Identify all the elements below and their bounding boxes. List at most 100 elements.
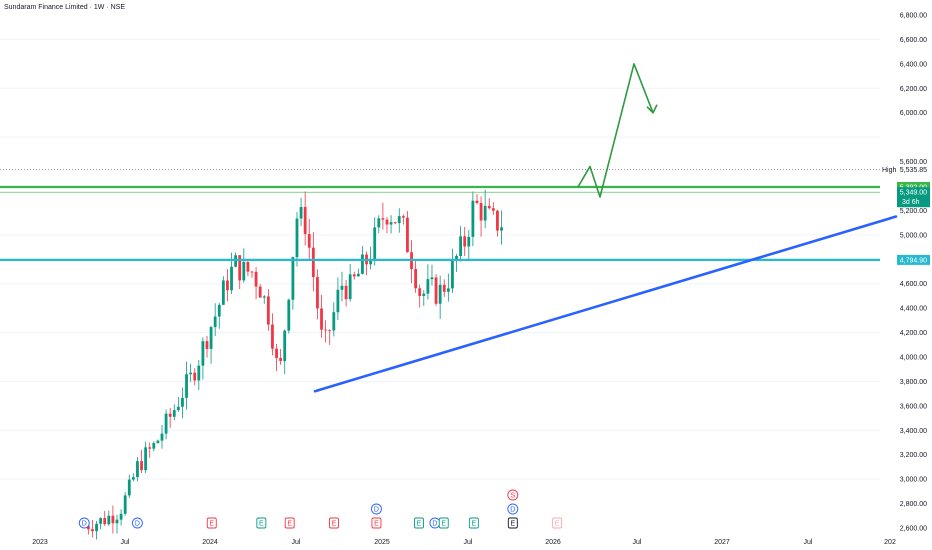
candle-body xyxy=(156,440,160,444)
chart-grid xyxy=(0,38,880,480)
candle-body xyxy=(496,210,499,231)
candle-body xyxy=(426,279,430,294)
earnings_neg-event-marker: E xyxy=(284,517,295,529)
earnings_neg-marker-label: E xyxy=(332,520,337,527)
candle-body xyxy=(164,413,168,434)
price-axis-label: 3,400.00 xyxy=(900,428,927,435)
split-marker-badge xyxy=(507,489,519,501)
candle-body xyxy=(438,284,442,304)
dividend-marker-label: D xyxy=(135,520,140,527)
earnings-event-marker: E xyxy=(468,517,479,529)
candle-body xyxy=(430,277,434,280)
projection-arrowhead xyxy=(646,104,658,115)
split-marker-label: S xyxy=(510,492,515,499)
trend-drawings[interactable] xyxy=(313,63,898,393)
price-axis-label: 6,800.00 xyxy=(900,13,927,20)
earnings_neg-marker-label: E xyxy=(374,520,379,527)
earnings-marker-label: E xyxy=(259,520,264,527)
time-axis-label: 202 xyxy=(884,539,896,546)
candle-body xyxy=(451,260,454,289)
candle-body xyxy=(311,247,315,278)
dividend-event-marker: D xyxy=(371,503,382,515)
price-axis-label: 6,400.00 xyxy=(900,61,927,68)
price-axis-label: 3,200.00 xyxy=(900,452,927,459)
earnings-marker-badge xyxy=(256,517,267,529)
candle-body xyxy=(103,518,107,525)
candle-body xyxy=(352,274,356,277)
price-axis-label: 6,600.00 xyxy=(900,37,927,44)
earnings_gray-marker-label: E xyxy=(510,520,515,527)
dividend-marker-label: D xyxy=(510,506,515,513)
candle-body xyxy=(467,236,471,247)
price-axis-label: 3,000.00 xyxy=(900,477,927,484)
candle-body xyxy=(369,258,373,265)
candle-body xyxy=(414,269,418,289)
candle-body xyxy=(324,329,328,331)
earnings-marker-label: E xyxy=(417,520,422,527)
candle-body xyxy=(197,365,201,381)
earnings_neg-event-marker: E xyxy=(206,517,217,529)
price-axis-label: 3,600.00 xyxy=(900,403,927,410)
candle-body xyxy=(336,289,340,313)
candle-body xyxy=(328,330,332,332)
candle-body xyxy=(185,374,188,398)
price-axis-label: 4,200.00 xyxy=(900,330,927,337)
earnings-marker-label: E xyxy=(472,520,477,527)
candle-body xyxy=(348,274,352,300)
candle-body xyxy=(483,205,487,221)
projection-path xyxy=(577,63,654,198)
candle-body xyxy=(160,433,164,441)
candlestick-series xyxy=(82,189,503,540)
candle-body xyxy=(181,397,184,407)
price-axis-label: 6,000.00 xyxy=(900,110,927,117)
candle-body xyxy=(258,286,262,298)
candle-body xyxy=(479,203,483,221)
candle-body xyxy=(385,219,389,225)
candle-body xyxy=(266,296,270,325)
dividend-event-marker: D xyxy=(429,517,441,529)
candle-body xyxy=(99,518,103,524)
candle-body xyxy=(201,341,205,366)
candle-body xyxy=(332,312,336,331)
last-price-tag xyxy=(897,181,930,192)
candle-body xyxy=(242,261,246,281)
candle-body xyxy=(238,255,242,281)
candle-body xyxy=(205,341,209,349)
candle-body xyxy=(230,266,233,291)
candle-body xyxy=(422,293,426,297)
candle-body xyxy=(209,327,213,349)
candle-body xyxy=(471,200,475,237)
earnings_neg-marker-badge xyxy=(284,517,295,529)
candle-body xyxy=(176,406,180,411)
candle-body xyxy=(111,515,115,524)
current-price-value: 5,349.00 xyxy=(900,190,927,197)
candle-body xyxy=(221,280,225,305)
dividend-marker-badge xyxy=(371,503,382,515)
dividend-event-marker: D xyxy=(131,517,143,529)
price-axis-label: 4,400.00 xyxy=(900,306,927,313)
earnings_neg-marker-badge xyxy=(371,517,382,529)
time-axis[interactable]: 2023 Jul 2024 Jul 2025 Jul 2026 Jul 2027 Jul 202 xyxy=(32,539,896,546)
candle-body xyxy=(217,304,221,317)
earnings-event-marker: E xyxy=(438,517,449,529)
earnings_gray-marker-badge xyxy=(507,517,518,529)
candle-body xyxy=(295,218,299,258)
candle-body xyxy=(291,257,295,300)
candle-body xyxy=(320,308,323,330)
candle-body xyxy=(86,525,90,530)
price-axis[interactable]: 6,800.00 6,600.00 6,400.00 6,200.00 6,000.00… xyxy=(882,13,930,533)
earnings_neg-marker-badge xyxy=(329,517,339,529)
price-axis-label: 4,600.00 xyxy=(900,281,927,288)
candle-body xyxy=(283,330,287,361)
time-axis-label: 2023 xyxy=(32,539,48,546)
candle-body xyxy=(401,216,405,218)
candle-body xyxy=(152,443,156,449)
candle-body xyxy=(271,324,274,349)
candle-body xyxy=(500,227,503,231)
candle-body xyxy=(491,208,495,211)
candle-body xyxy=(475,200,479,204)
time-axis-label: Jul xyxy=(804,539,813,546)
candle-body xyxy=(406,217,409,253)
